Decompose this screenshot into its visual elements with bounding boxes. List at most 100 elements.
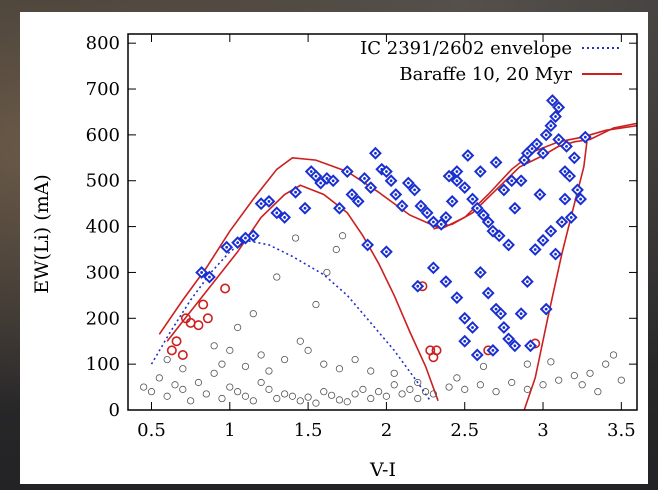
field-star-point [281,355,289,364]
field-star-point [273,273,281,281]
member-blue-diamond-center [455,179,459,183]
field-star-point [539,381,547,389]
field-star-point [304,393,312,401]
x-tick-label: 0.5 [137,420,166,441]
member-blue-diamond-center [455,296,459,300]
field-star-point [453,374,461,382]
member-blue-diamond-center [535,142,539,146]
field-star-point [179,365,187,373]
field-star-point [414,394,422,403]
member-blue-diamond-center [499,312,503,316]
field-star-point [335,365,344,373]
legend-label-envelope: IC 2391/2602 envelope [360,38,572,59]
field-star-point [218,360,226,368]
member-blue-diamond-center [486,291,490,295]
field-star-point [332,245,340,254]
member-blue-diamond-center [568,174,572,178]
envelope-line [150,239,431,402]
member-blue-diamond-center [529,344,532,348]
member-blue-diamond-center [560,220,564,224]
field-star-point [241,362,250,371]
member-blue-diamond-center [471,326,474,329]
member-blue-diamond-center [475,206,479,210]
field-star-point [476,381,484,389]
member-blue-diamond-center [491,229,495,233]
member-blue-diamond-center [444,280,448,284]
x-tick-label: 3.5 [607,420,636,441]
chart-panel: 0.5 1 1.5 2 2.5 3 3.5 0 100 200 300 400 500 600 700 800… [20,12,648,484]
member-blue-diamond-center [544,307,548,311]
field-star-point [602,360,610,368]
field-star-point [338,232,347,240]
field-star-point [367,367,375,375]
field-star-point [445,383,453,391]
baraffe-isochrone-line [166,184,439,402]
axes-layer: 0.5 1 1.5 2 2.5 3 3.5 0 100 200 300 400 500 600 700 800 [86,33,638,441]
member-blue-diamond-center [406,181,410,185]
member-blue-diamond-center [314,174,318,178]
field-star-point [241,392,250,400]
member-blue-diamond-center [463,339,467,343]
member-blue-diamond-center [494,307,498,311]
member-blue-diamond-center [450,199,454,203]
field-star-point [265,385,273,393]
member-blue-diamond-center [385,170,388,173]
member-blue-diamond-center [513,206,517,210]
field-star-point [140,383,148,391]
member-blue-diamond-center [544,133,548,137]
field-star-point [390,369,398,377]
member-blue-diamond-center [416,284,420,288]
field-star-point [187,397,195,405]
points-layer [140,94,625,407]
field-star-point [320,388,328,396]
member-blue-diamond-center [530,147,534,151]
field-star-point [291,234,300,242]
x-axis-label: V-I [369,459,396,481]
member-blue-diamond-center [345,170,349,173]
member-blue-diamond-center [432,266,435,270]
y-tick-label: 600 [86,125,120,146]
field-star-point [234,388,242,396]
member-blue-diamond-center [356,199,360,203]
y-tick-label: 800 [86,33,120,54]
field-star-point [594,388,602,396]
member-blue-diamond-center [519,179,523,183]
y-tick-label: 200 [86,308,120,329]
field-star-point [570,372,578,380]
field-star-point [617,376,625,384]
field-star-point [523,360,531,368]
member-blue-diamond-center [525,151,529,155]
member-blue-diamond-center [439,222,443,226]
member-red-point [220,283,231,294]
field-star-point [257,351,265,359]
field-star-point [343,398,351,406]
member-blue-diamond-center [455,170,459,173]
member-blue-diamond-center [579,197,583,201]
field-star-point [218,394,226,403]
member-blue-diamond-center [389,179,393,183]
y-axis-label: EW(Li) (mA) [31,174,53,294]
member-blue-diamond-center [549,124,553,128]
field-star-point [555,376,563,384]
member-blue-diamond-center [471,197,474,201]
field-star-point [249,310,257,318]
member-blue-diamond-center [482,213,485,217]
field-star-point [406,385,414,393]
field-star-point [508,378,516,387]
member-red-point [166,345,177,356]
field-star-point [312,300,320,309]
member-blue-diamond-center [538,193,542,196]
plot-frame [127,33,638,411]
member-blue-diamond-center [554,115,557,118]
y-tick-label: 500 [86,171,120,192]
field-star-point [479,362,488,371]
legend-label-baraffe: Baraffe 10, 20 Myr [399,64,572,85]
field-star-point [234,323,242,332]
y-tick-label: 0 [109,400,120,421]
y-tick-label: 100 [86,354,120,375]
member-blue-diamond-center [491,348,495,352]
field-star-point [323,268,331,277]
y-tick-label: 300 [86,262,120,283]
field-star-point [226,383,234,391]
